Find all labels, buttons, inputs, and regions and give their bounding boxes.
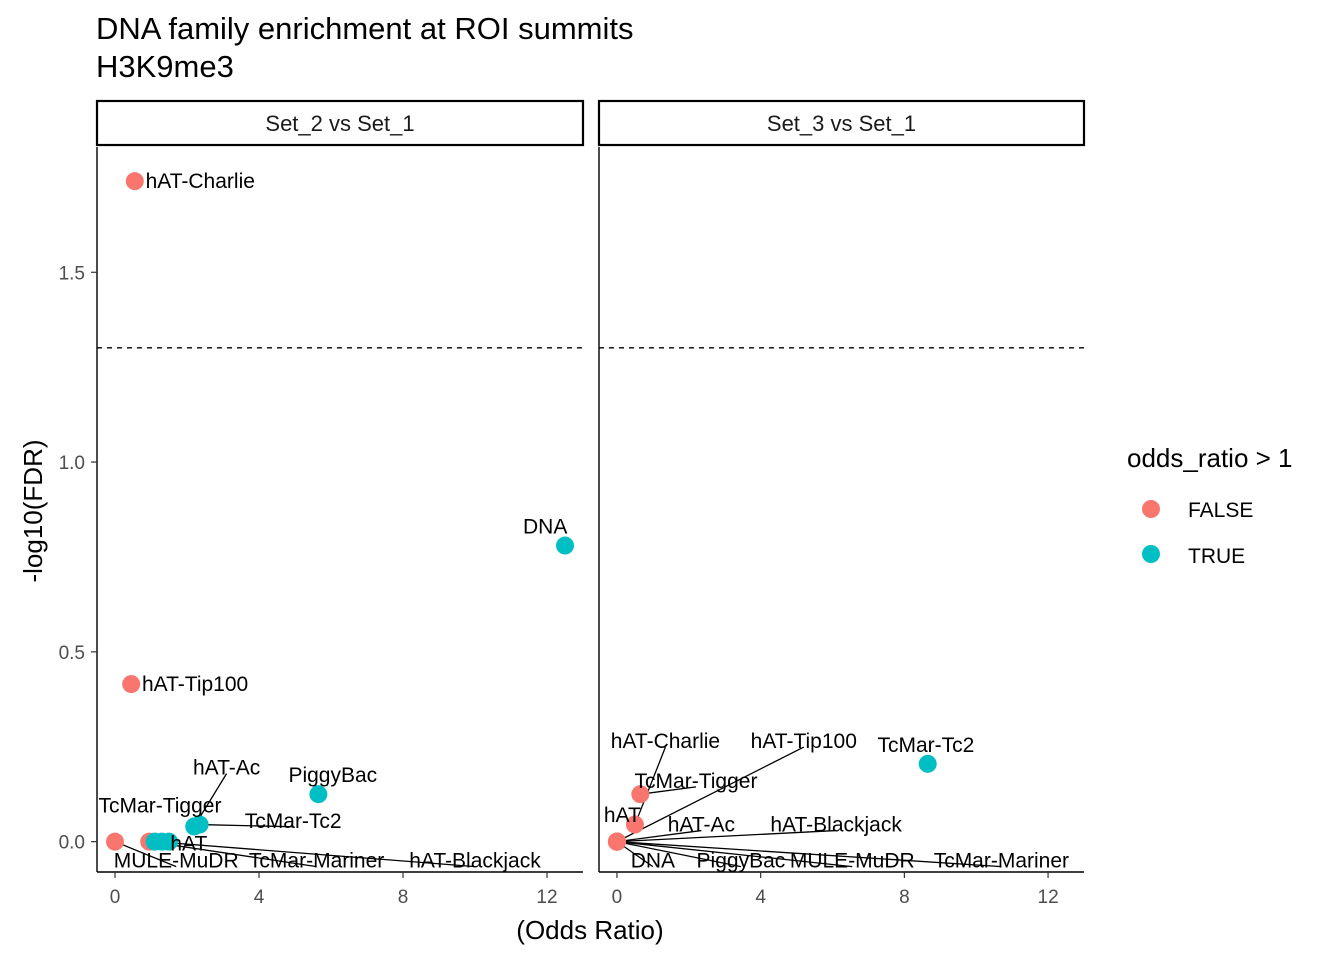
point-label: hAT-Charlie [146,170,255,193]
data-points [106,172,574,851]
point-label: hAT-Charlie [611,730,720,753]
data-point [145,832,164,851]
point-label: hAT-Ac [193,757,260,780]
label-segment [199,823,294,828]
label-segment [114,841,177,868]
point-label: MULE-MuDR [790,850,915,873]
point-label: PiggyBac [288,764,377,787]
data-points [607,754,937,851]
label-segment [634,746,667,825]
y-tick-label: 1.0 [59,453,85,474]
point-labels: hAT-Charlie hAT-Tip100 DNA PiggyBac TcMar-Tc… [99,170,568,872]
label-segment [616,829,837,843]
point-label: hAT [604,804,641,827]
point-label: TcMar-Mariner [249,850,384,873]
legend-label-true: TRUE [1188,545,1245,568]
x-tick-label: 0 [612,887,623,908]
facet-strip [597,99,1086,147]
point-label: TcMar-Mariner [934,850,1069,873]
y-tick-label: 0.5 [59,643,85,664]
facet-panel-2: Set_3 vs Set_1 0 4 8 12 TcMar-Tc2 TcMar-Tigger… [597,99,1086,908]
x-tick-label: 8 [398,887,409,908]
facet-strip [95,99,585,147]
y-tick-label: 0.0 [59,833,85,854]
data-point [122,675,141,694]
point-label: hAT-Tip100 [751,730,857,753]
point-label: TcMar-Tc2 [878,734,975,757]
legend-title: odds_ratio > 1 [1127,443,1293,473]
point-label: MULE-MuDR [114,850,239,873]
data-point [106,832,124,851]
data-point [625,815,644,834]
label-segment [149,840,317,868]
data-point [556,536,574,555]
facet-panel-1: Set_2 vs Set_1 0 4 8 12 hAT-Charlie hAT-Tip100… [95,99,585,908]
y-axis-title: -log10(FDR) [18,439,48,582]
x-tick-label: 4 [755,887,766,908]
legend-key-false [1142,500,1160,518]
x-tick-label: 4 [254,887,265,908]
point-label: hAT-Blackjack [409,850,541,873]
facet-strip-label: Set_3 vs Set_1 [767,111,916,136]
y-axis: 0.0 0.5 1.0 1.5 [59,263,97,854]
x-tick-label: 0 [110,887,121,908]
x-axis-title: (Odds Ratio) [516,915,663,945]
point-label: TcMar-Tigger [99,795,222,818]
facets-layer: Set_2 vs Set_1 0 4 8 12 hAT-Charlie hAT-Tip100… [95,99,1086,908]
legend-key-true [1142,545,1160,563]
y-tick-label: 1.5 [59,263,85,284]
data-point [125,172,144,191]
legend-label-false: FALSE [1188,499,1253,522]
data-point [631,785,650,804]
point-label: hAT-Blackjack [770,814,902,837]
data-point [309,785,328,804]
chart-title: DNA family enrichment at ROI summits [96,11,634,46]
label-segment [154,840,476,868]
facet-strip-label: Set_2 vs Set_1 [265,111,414,136]
x-tick-label: 12 [536,887,557,908]
data-point [607,832,626,851]
point-label: PiggyBac [697,850,786,873]
label-segment [616,829,702,843]
point-label: TcMar-Tc2 [245,810,342,833]
data-point [185,817,204,836]
data-point [918,754,937,773]
point-label: TcMar-Tigger [635,770,758,793]
label-segment [616,746,805,843]
label-segment [616,840,742,868]
label-segments [616,746,1002,868]
point-label: hAT [170,833,207,856]
chart-subtitle: H3K9me3 [96,49,234,84]
label-segment [616,840,1002,868]
label-segment [640,786,697,795]
label-segment [616,840,853,868]
point-label: hAT-Tip100 [142,673,248,696]
x-tick-label: 12 [1038,887,1059,908]
x-tick-label: 8 [899,887,910,908]
point-label: DNA [631,850,675,873]
point-labels: TcMar-Tc2 TcMar-Tigger hAT-Charlie hAT-Tip1… [604,730,1069,873]
legend: odds_ratio > 1 FALSE TRUE [1127,443,1293,568]
point-label: DNA [523,516,567,539]
data-point [160,832,178,851]
point-label: hAT-Ac [668,814,735,837]
